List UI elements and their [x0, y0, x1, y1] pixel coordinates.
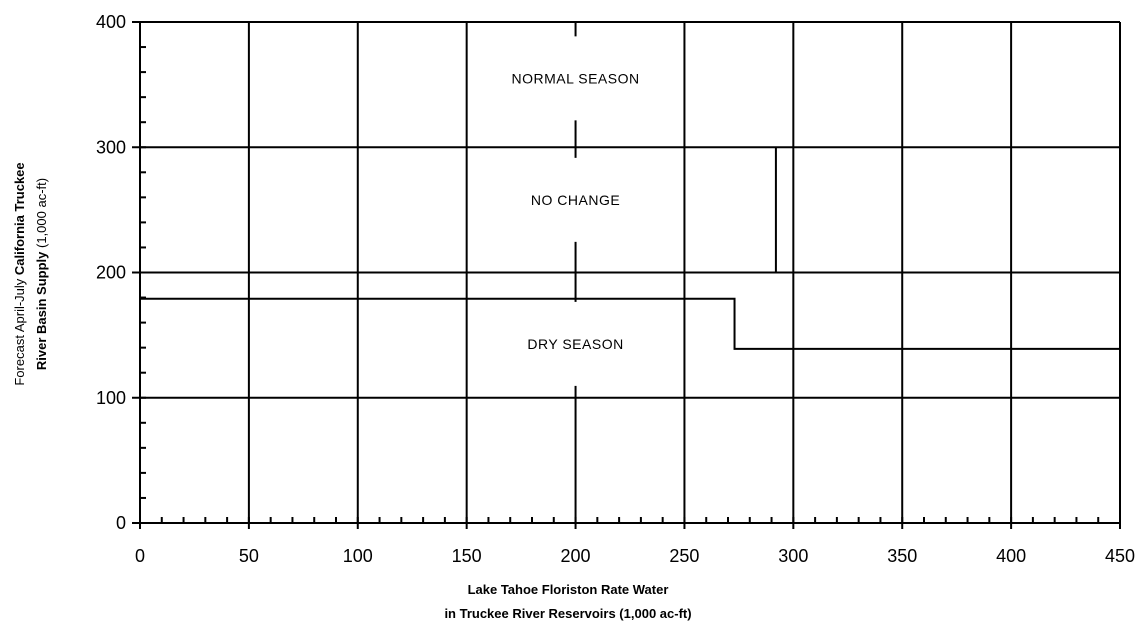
- y-tick-label: 200: [96, 263, 126, 283]
- x-tick-label: 200: [561, 546, 591, 566]
- x-tick-label: 300: [778, 546, 808, 566]
- x-axis-title-line1: Lake Tahoe Floriston Rate Water: [468, 582, 669, 597]
- y-axis-title-line2: River Basin Supply (1,000 ac-ft): [34, 178, 49, 370]
- y-axis-title-line2-bold: River Basin Supply: [34, 251, 49, 370]
- y-tick-label: 300: [96, 137, 126, 157]
- x-tick-labels: 0 50 100 150 200 250 300 350 400 450: [135, 546, 1135, 566]
- season-boundaries: [140, 147, 1120, 350]
- y-tick-label: 400: [96, 12, 126, 32]
- y-axis-title: Forecast April-July California Truckee R…: [12, 162, 49, 385]
- y-tick-label: 0: [116, 513, 126, 533]
- x-tick-label: 0: [135, 546, 145, 566]
- axis-ticks: [132, 21, 1121, 529]
- y-axis-title-line1-bold: California Truckee: [12, 162, 27, 275]
- region-label: NORMAL SEASON: [511, 70, 639, 86]
- y-tick-labels: 0 100 200 300 400: [96, 12, 126, 533]
- x-tick-label: 50: [239, 546, 259, 566]
- plot-frame: [139, 21, 1121, 524]
- x-tick-label: 350: [887, 546, 917, 566]
- x-axis-title-line2: in Truckee River Reservoirs (1,000 ac-ft…: [444, 606, 691, 621]
- y-axis-title-line1-normal: Forecast April-July: [12, 275, 27, 386]
- region-label-background: [513, 157, 638, 242]
- x-tick-label: 150: [452, 546, 482, 566]
- dry-season-boundary: [140, 297, 1120, 350]
- x-tick-label: 100: [343, 546, 373, 566]
- y-tick-label: 100: [96, 388, 126, 408]
- y-axis-title-line2-normal: (1,000 ac-ft): [34, 178, 49, 252]
- x-tick-label: 400: [996, 546, 1026, 566]
- region-labels: NORMAL SEASON NO CHANGE DRY SEASON: [511, 36, 639, 386]
- x-tick-label: 450: [1105, 546, 1135, 566]
- y-axis-title-line1: Forecast April-July California Truckee: [12, 162, 27, 385]
- region-label-background: [513, 301, 638, 386]
- region-label-background: [513, 36, 638, 121]
- region-label: NO CHANGE: [531, 192, 620, 208]
- region-label: DRY SEASON: [527, 336, 623, 352]
- grid: [140, 22, 1120, 523]
- x-tick-label: 250: [669, 546, 699, 566]
